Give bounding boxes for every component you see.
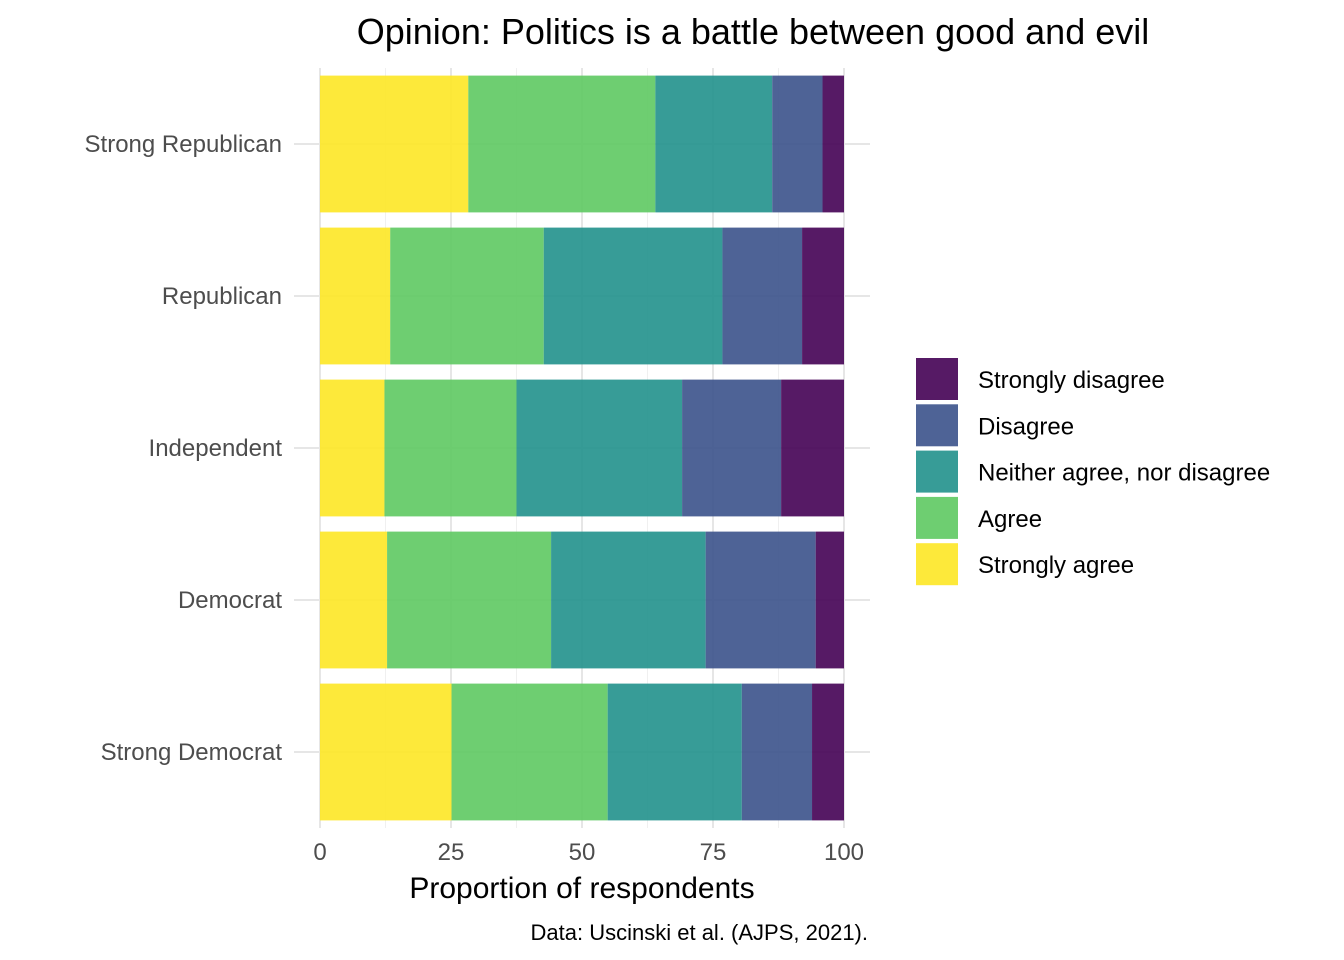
y-label-independent: Independent bbox=[149, 435, 283, 462]
y-axis-labels: Strong Republican Republican Independent De… bbox=[85, 131, 283, 766]
bar-independent-strongly-agree bbox=[320, 379, 385, 517]
chart-caption: Data: Uscinski et al. (AJPS, 2021). bbox=[531, 920, 868, 945]
legend-key-disagree bbox=[916, 404, 958, 447]
legend-label-agree: Agree bbox=[978, 506, 1042, 533]
bar-strong-democrat-disagree bbox=[741, 683, 813, 821]
bar-strong-republican-strongly-agree bbox=[320, 75, 469, 213]
bar-democrat-agree bbox=[387, 531, 552, 669]
legend-label-strongly-disagree: Strongly disagree bbox=[978, 367, 1165, 394]
y-label-democrat: Democrat bbox=[178, 587, 282, 614]
x-axis-title: Proportion of respondents bbox=[409, 872, 754, 905]
bar-strong-republican-strongly-disagree bbox=[822, 75, 844, 213]
bars bbox=[320, 75, 844, 821]
y-label-strong-republican: Strong Republican bbox=[85, 131, 282, 158]
bar-independent-disagree bbox=[682, 379, 782, 517]
bar-republican-strongly-agree bbox=[320, 227, 391, 365]
x-tick-label: 50 bbox=[569, 839, 596, 866]
chart-title: Opinion: Politics is a battle between go… bbox=[357, 11, 1150, 52]
bar-strong-democrat-strongly-disagree bbox=[812, 683, 844, 821]
bar-democrat-disagree bbox=[705, 531, 816, 669]
bar-democrat-strongly-agree bbox=[320, 531, 388, 669]
bar-democrat-strongly-disagree bbox=[815, 531, 844, 669]
bar-independent-neither-agree-nor-disagree bbox=[516, 379, 683, 517]
bar-republican-disagree bbox=[722, 227, 803, 365]
bar-strong-democrat-neither-agree-nor-disagree bbox=[607, 683, 742, 821]
x-tick-label: 25 bbox=[438, 839, 465, 866]
x-axis-ticks: 0 25 50 75 100 bbox=[313, 839, 864, 866]
bar-republican-agree bbox=[390, 227, 544, 365]
x-tick-label: 0 bbox=[313, 839, 326, 866]
legend: Strongly disagree Disagree Neither agree, … bbox=[916, 358, 1270, 586]
bar-strong-republican-disagree bbox=[772, 75, 823, 213]
bar-democrat-neither-agree-nor-disagree bbox=[551, 531, 706, 669]
bar-strong-republican-agree bbox=[468, 75, 656, 213]
bar-strong-democrat-agree bbox=[451, 683, 608, 821]
legend-label-neither-agree-nor-disagree: Neither agree, nor disagree bbox=[978, 460, 1270, 487]
bar-independent-strongly-disagree bbox=[781, 379, 844, 517]
x-tick-label: 75 bbox=[700, 839, 727, 866]
legend-key-strongly-disagree bbox=[916, 358, 958, 400]
x-tick-label: 100 bbox=[824, 839, 864, 866]
bar-independent-agree bbox=[384, 379, 517, 517]
y-label-strong-democrat: Strong Democrat bbox=[101, 739, 283, 766]
legend-label-disagree: Disagree bbox=[978, 413, 1074, 440]
y-label-republican: Republican bbox=[162, 283, 282, 310]
legend-key-neither-agree-nor-disagree bbox=[916, 450, 958, 493]
legend-label-strongly-agree: Strongly agree bbox=[978, 552, 1134, 579]
legend-key-agree bbox=[916, 496, 958, 539]
legend-key-strongly-agree bbox=[916, 543, 958, 586]
bar-republican-neither-agree-nor-disagree bbox=[543, 227, 723, 365]
bar-strong-democrat-strongly-agree bbox=[320, 683, 452, 821]
bar-strong-republican-neither-agree-nor-disagree bbox=[655, 75, 773, 213]
bar-republican-strongly-disagree bbox=[802, 227, 844, 365]
